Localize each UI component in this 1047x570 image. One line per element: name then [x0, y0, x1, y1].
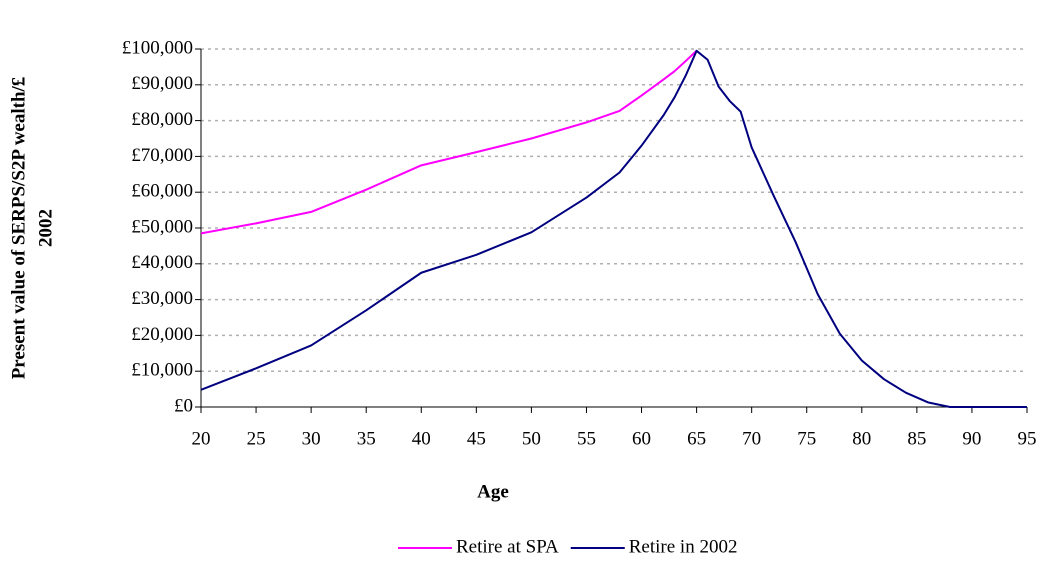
x-tick-label: 40	[412, 428, 431, 449]
series-line	[200, 49, 1027, 408]
x-tick-label: 20	[192, 428, 211, 449]
y-axis-label-line: 2002	[35, 209, 56, 247]
x-tick-label: 35	[357, 428, 376, 449]
legend-label: Retire at SPA	[456, 536, 559, 557]
y-axis-label: Present value of SERPS/S2P wealth/£ 2002	[8, 77, 56, 380]
y-axis-label-line: Present value of SERPS/S2P wealth/£	[8, 77, 29, 380]
x-tick-label: 25	[247, 428, 266, 449]
x-tick-label: 70	[742, 428, 761, 449]
y-tick-label: £40,000	[131, 252, 193, 273]
y-tick-label: £90,000	[131, 73, 193, 94]
x-tick-label: 95	[1018, 428, 1037, 449]
x-tick-label: 75	[797, 428, 816, 449]
y-tick-label: £80,000	[131, 109, 193, 130]
x-axis-label: Age	[477, 481, 509, 502]
x-tick-label: 50	[522, 428, 541, 449]
x-tick-label: 55	[577, 428, 596, 449]
y-tick-label: £0	[174, 395, 193, 416]
x-tick-label: 30	[302, 428, 321, 449]
x-tick-label: 45	[467, 428, 486, 449]
series-line	[200, 50, 698, 235]
x-tick-label: 60	[632, 428, 651, 449]
x-tick-label: 80	[852, 428, 871, 449]
y-tick-label: £20,000	[131, 324, 193, 345]
legend: Retire at SPA Retire in 2002	[398, 536, 737, 557]
y-tick-label: £70,000	[131, 145, 193, 166]
y-tick-label: £30,000	[131, 288, 193, 309]
x-tick-label: 85	[907, 428, 926, 449]
x-tick-label: 65	[687, 428, 706, 449]
y-tick-label: £100,000	[122, 37, 193, 58]
y-tick-label: £60,000	[131, 181, 193, 202]
x-tick-label: 90	[962, 428, 981, 449]
y-tick-label: £50,000	[131, 216, 193, 237]
y-tick-label: £10,000	[131, 360, 193, 381]
legend-label: Retire in 2002	[629, 536, 738, 557]
